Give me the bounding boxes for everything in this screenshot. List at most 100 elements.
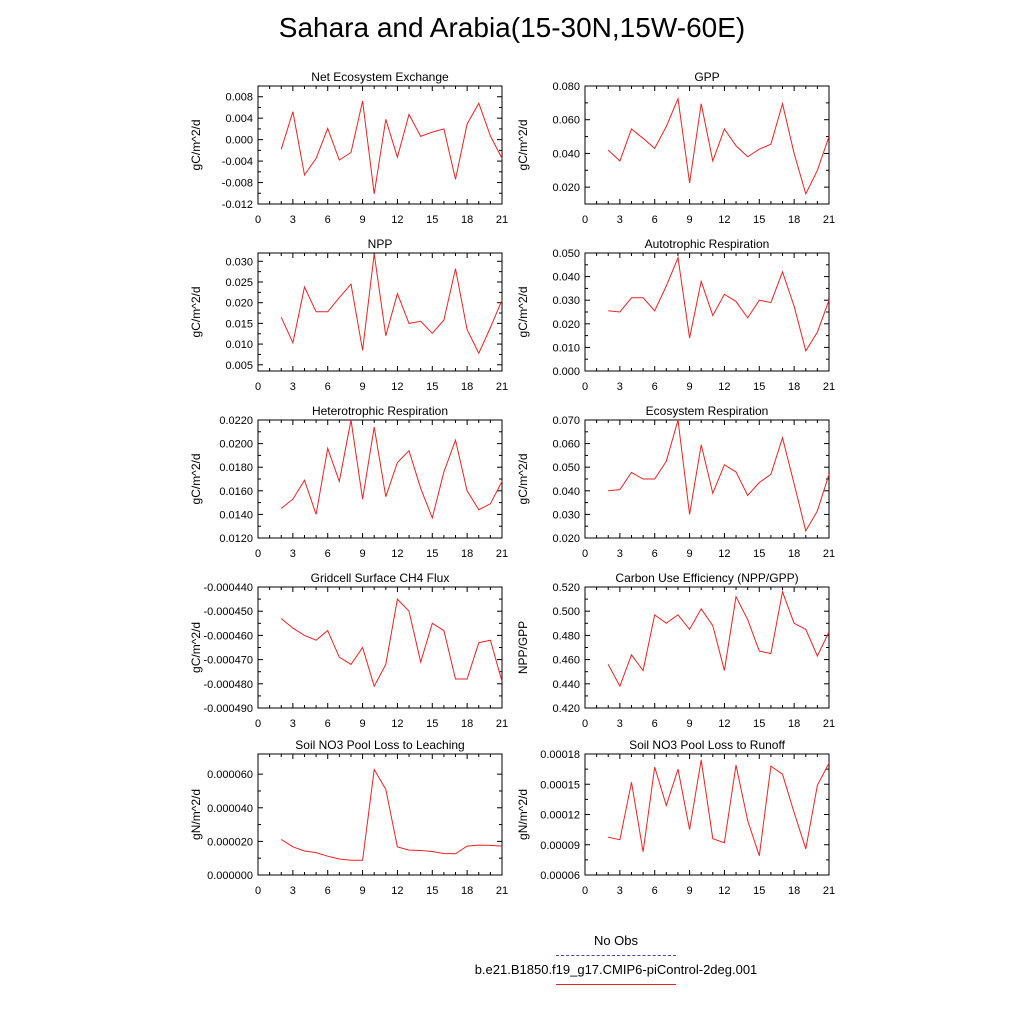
- x-tick-label: 21: [823, 718, 835, 730]
- y-tick-label: 0.020: [225, 298, 253, 310]
- x-tick-label: 3: [290, 214, 296, 226]
- y-tick-label: 0.050: [552, 248, 580, 260]
- y-axis-label: gN/m^2/d: [189, 789, 203, 840]
- panel-1: GPP gC/m^2/d 0 3 6 9 12 15 18 21 0.020 0.040 0.060 0.…: [516, 70, 835, 226]
- y-tick-label: 0.010: [552, 342, 580, 354]
- x-tick-label: 21: [823, 214, 835, 226]
- y-tick-label: 0.020: [552, 319, 580, 331]
- y-tick-label: -0.008: [222, 178, 253, 190]
- x-tick-label: 12: [391, 718, 403, 730]
- legend-case-label: b.e21.B1850.f19_g17.CMIP6-piControl-2deg…: [474, 962, 758, 977]
- y-tick-label: -0.000480: [203, 679, 253, 691]
- x-tick-label: 21: [496, 718, 508, 730]
- x-tick-label: 12: [718, 718, 730, 730]
- x-tick-label: 12: [718, 548, 730, 560]
- x-tick-label: 15: [426, 214, 438, 226]
- x-tick-label: 9: [360, 381, 366, 393]
- panel-0: Net Ecosystem Exchange gC/m^2/d 0 3 6 9 12 15 18…: [189, 70, 508, 226]
- y-tick-label: 0.500: [552, 606, 580, 618]
- x-tick-label: 12: [391, 381, 403, 393]
- series-line: [607, 589, 830, 688]
- y-tick-label: 0.010: [225, 339, 253, 351]
- plot-frame: [257, 419, 503, 539]
- x-tick-label: 15: [426, 381, 438, 393]
- series-line: [608, 419, 830, 533]
- x-tick-label: 21: [823, 548, 835, 560]
- y-tick-label: 0.520: [552, 582, 580, 594]
- x-tick-label: 0: [582, 214, 588, 226]
- panel-title: Net Ecosystem Exchange: [311, 70, 449, 84]
- x-tick-label: 12: [391, 214, 403, 226]
- y-tick-label: 0.420: [552, 703, 580, 715]
- x-tick-label: 9: [687, 548, 693, 560]
- series-line: [280, 767, 503, 861]
- plot-frame: [257, 252, 503, 372]
- series-line: [280, 100, 503, 194]
- x-tick-label: 12: [391, 885, 403, 897]
- y-axis-label: NPP/GPP: [516, 621, 530, 674]
- x-tick-label: 18: [461, 214, 473, 226]
- x-tick-label: 6: [325, 548, 331, 560]
- x-tick-label: 3: [617, 214, 623, 226]
- series-line: [280, 598, 503, 688]
- x-tick-label: 0: [255, 548, 261, 560]
- y-tick-label: 0.00015: [540, 779, 580, 791]
- x-tick-label: 0: [582, 885, 588, 897]
- y-axis-label: gC/m^2/d: [516, 454, 530, 505]
- y-tick-label: -0.000450: [203, 606, 253, 618]
- y-tick-label: 0.060: [552, 115, 580, 127]
- series-line: [608, 759, 830, 856]
- y-tick-label: -0.000460: [203, 630, 253, 642]
- y-tick-label: 0.00006: [540, 870, 580, 882]
- y-tick-label: 0.000: [552, 366, 580, 378]
- x-tick-label: 6: [652, 214, 658, 226]
- y-tick-label: 0.0140: [219, 509, 253, 521]
- x-tick-label: 3: [290, 885, 296, 897]
- x-tick-label: 12: [718, 885, 730, 897]
- x-tick-label: 18: [461, 718, 473, 730]
- y-tick-label: -0.000470: [203, 655, 253, 667]
- y-tick-label: 0.460: [552, 655, 580, 667]
- x-tick-label: 0: [255, 885, 261, 897]
- panel-9: Soil NO3 Pool Loss to Runoff gN/m^2/d 0 3 6 9…: [516, 738, 835, 897]
- x-tick-label: 6: [325, 885, 331, 897]
- y-tick-label: 0.0180: [219, 462, 253, 474]
- panel-7: Carbon Use Efficiency (NPP/GPP) NPP/GPP 0 3…: [516, 571, 835, 730]
- y-tick-label: 0.0200: [219, 439, 253, 451]
- series-line: [280, 253, 503, 355]
- panel-2: NPP gC/m^2/d 0 3 6 9 12 15 18 21 0.005 0.010 0.015 0.…: [189, 237, 508, 393]
- x-tick-label: 3: [617, 381, 623, 393]
- panel-title: NPP: [368, 237, 393, 251]
- panel-title: Autotrophic Respiration: [645, 237, 770, 251]
- x-tick-label: 15: [426, 718, 438, 730]
- y-tick-label: 0.050: [552, 462, 580, 474]
- x-tick-label: 6: [325, 381, 331, 393]
- x-tick-label: 6: [652, 885, 658, 897]
- y-tick-label: 0.00018: [540, 749, 580, 761]
- y-tick-label: -0.000490: [203, 703, 253, 715]
- x-tick-label: 9: [360, 885, 366, 897]
- x-tick-label: 0: [255, 718, 261, 730]
- series-line: [280, 419, 503, 520]
- panel-title: Carbon Use Efficiency (NPP/GPP): [615, 571, 798, 585]
- x-tick-label: 9: [360, 214, 366, 226]
- plot-frame: [584, 85, 830, 205]
- series-line: [608, 255, 830, 353]
- x-tick-label: 15: [753, 381, 765, 393]
- x-tick-label: 18: [461, 548, 473, 560]
- x-tick-label: 0: [255, 381, 261, 393]
- x-tick-label: 12: [718, 214, 730, 226]
- x-tick-label: 0: [582, 548, 588, 560]
- x-tick-label: 21: [823, 381, 835, 393]
- x-tick-label: 3: [617, 548, 623, 560]
- x-tick-label: 21: [823, 885, 835, 897]
- y-tick-label: 0.008: [225, 92, 253, 104]
- x-tick-label: 18: [788, 548, 800, 560]
- x-tick-label: 21: [496, 381, 508, 393]
- y-tick-label: 0.480: [552, 630, 580, 642]
- y-tick-label: 0.070: [552, 415, 580, 427]
- plot-frame: [257, 753, 503, 876]
- series-line: [607, 96, 830, 196]
- panel-8: Soil NO3 Pool Loss to Leaching gN/m^2/d 0 3…: [189, 738, 508, 897]
- x-tick-label: 0: [582, 381, 588, 393]
